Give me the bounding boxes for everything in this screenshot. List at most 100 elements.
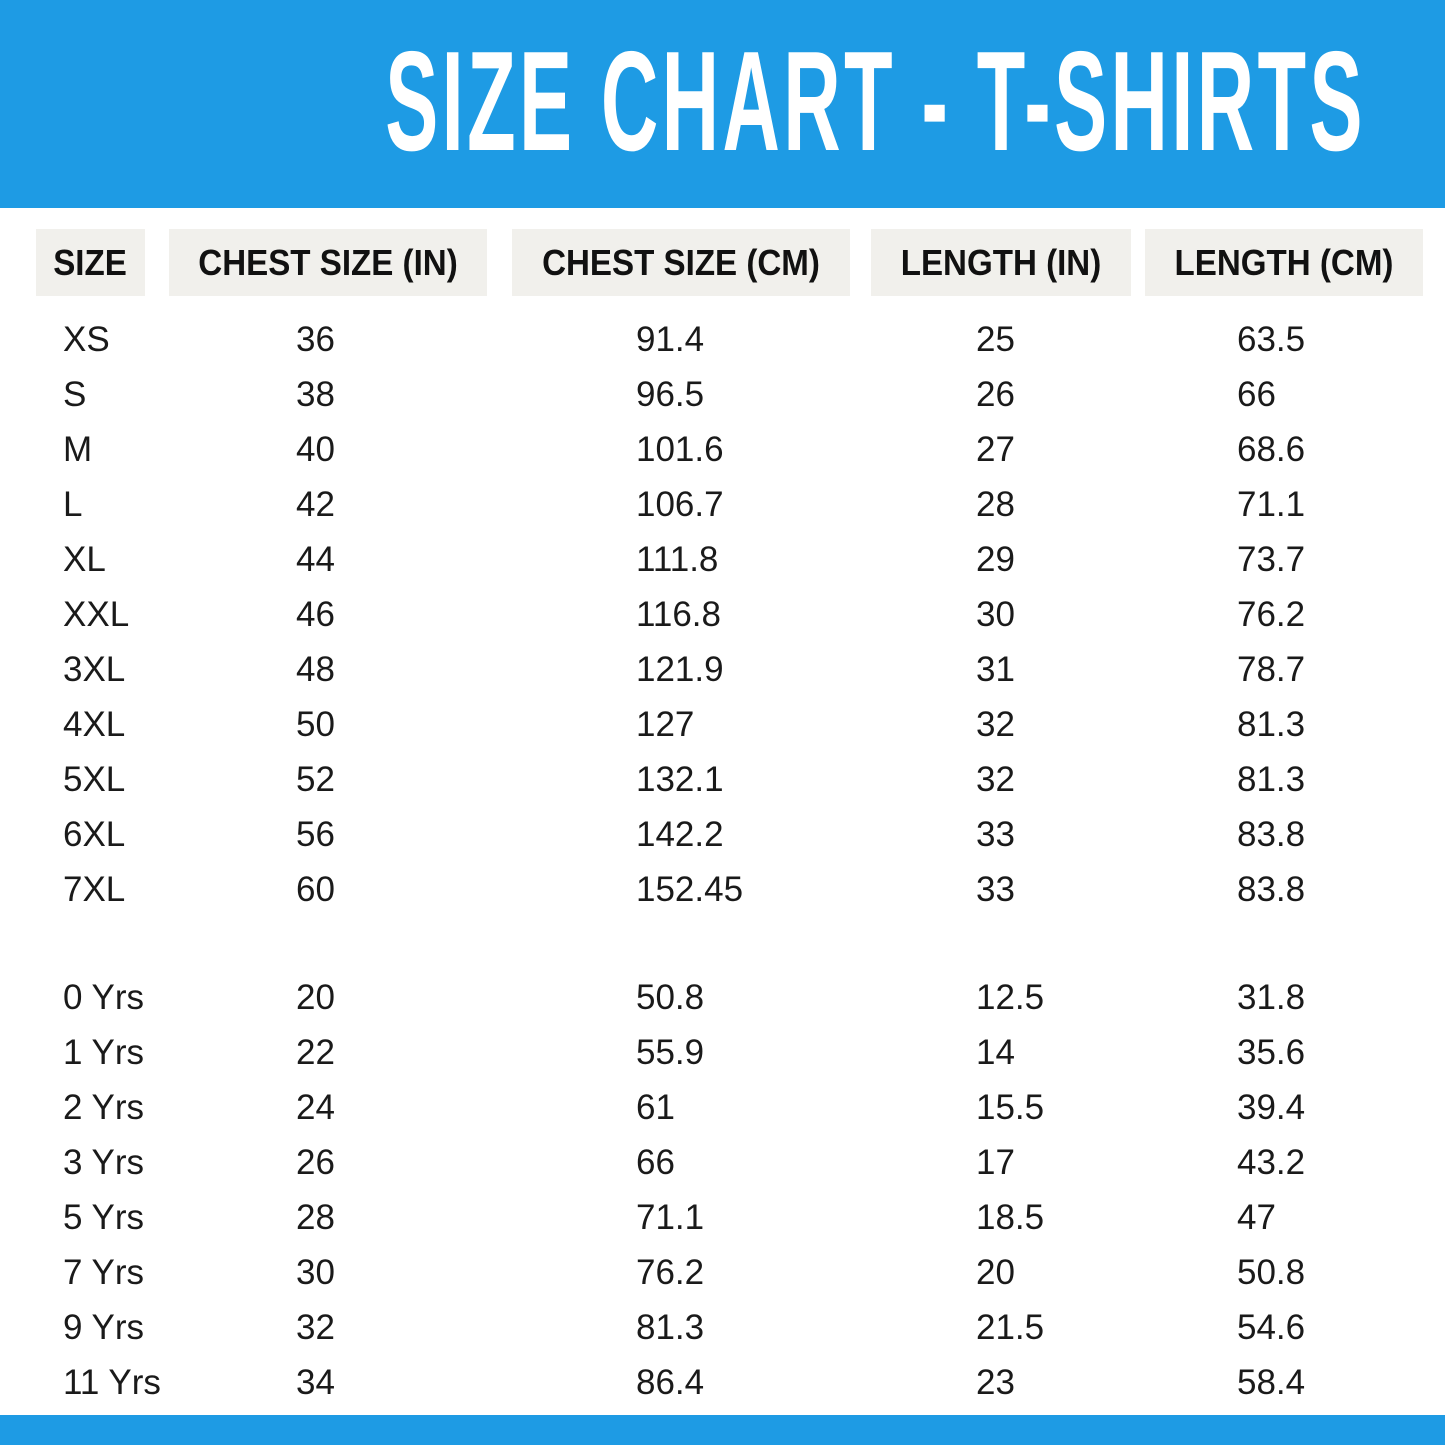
cell-length-in: 23 [976, 1363, 1015, 1402]
cell-size: 7XL [63, 870, 126, 909]
header-length-in: LENGTH (IN) [871, 229, 1131, 296]
cell-chest-in: 46 [296, 595, 335, 634]
cell-length-in: 28 [976, 485, 1015, 524]
cell-length-in: 29 [976, 540, 1015, 579]
cell-size: XS [63, 320, 110, 359]
cell-size: 4XL [63, 705, 126, 744]
cell-length-cm: 83.8 [1237, 870, 1306, 909]
cell-length-in: 33 [976, 870, 1015, 909]
cell-size: 2 Yrs [63, 1088, 145, 1127]
cell-chest-cm: 132.1 [636, 760, 724, 799]
cell-size: S [63, 375, 87, 414]
cell-length-in: 15.5 [976, 1088, 1045, 1127]
cell-chest-cm: 142.2 [636, 815, 724, 854]
page-title: SIZE CHART - T-SHIRTS [0, 22, 1445, 182]
cell-chest-in: 60 [296, 870, 335, 909]
cell-length-cm: 47 [1237, 1198, 1276, 1237]
cell-chest-cm: 86.4 [636, 1363, 705, 1402]
cell-size: 3XL [63, 650, 126, 689]
cell-chest-cm: 61 [636, 1088, 675, 1127]
cell-chest-cm: 55.9 [636, 1033, 705, 1072]
cell-length-in: 14 [976, 1033, 1015, 1072]
cell-length-cm: 66 [1237, 375, 1276, 414]
cell-chest-cm: 106.7 [636, 485, 724, 524]
cell-length-cm: 43.2 [1237, 1143, 1306, 1182]
cell-chest-in: 32 [296, 1308, 335, 1347]
cell-length-cm: 73.7 [1237, 540, 1306, 579]
cell-size: 5XL [63, 760, 126, 799]
cell-length-in: 33 [976, 815, 1015, 854]
cell-chest-in: 38 [296, 375, 335, 414]
cell-chest-cm: 50.8 [636, 978, 705, 1017]
cell-chest-in: 28 [296, 1198, 335, 1237]
cell-size: 9 Yrs [63, 1308, 145, 1347]
cell-length-cm: 78.7 [1237, 650, 1306, 689]
header-label: LENGTH (CM) [1174, 242, 1394, 283]
cell-chest-in: 26 [296, 1143, 335, 1182]
cell-size: XXL [63, 595, 130, 634]
cell-chest-in: 52 [296, 760, 335, 799]
cell-length-in: 12.5 [976, 978, 1045, 1017]
cell-chest-in: 42 [296, 485, 335, 524]
cell-chest-cm: 81.3 [636, 1308, 705, 1347]
cell-length-cm: 31.8 [1237, 978, 1306, 1017]
cell-length-cm: 63.5 [1237, 320, 1306, 359]
cell-chest-in: 20 [296, 978, 335, 1017]
cell-size: 7 Yrs [63, 1253, 145, 1292]
cell-chest-cm: 116.8 [636, 595, 721, 634]
cell-length-in: 25 [976, 320, 1015, 359]
cell-length-in: 27 [976, 430, 1015, 469]
cell-chest-cm: 66 [636, 1143, 675, 1182]
cell-length-cm: 58.4 [1237, 1363, 1306, 1402]
cell-chest-cm: 76.2 [636, 1253, 705, 1292]
cell-length-cm: 54.6 [1237, 1308, 1306, 1347]
footer-band [0, 1415, 1445, 1445]
header-chest-cm: CHEST SIZE (CM) [512, 229, 850, 296]
cell-chest-cm: 91.4 [636, 320, 705, 359]
cell-chest-in: 50 [296, 705, 335, 744]
cell-length-cm: 68.6 [1237, 430, 1306, 469]
cell-length-in: 26 [976, 375, 1015, 414]
cell-length-cm: 39.4 [1237, 1088, 1306, 1127]
cell-chest-cm: 127 [636, 705, 695, 744]
header-label: LENGTH (IN) [900, 242, 1102, 283]
cell-size: L [63, 485, 83, 524]
cell-size: 1 Yrs [63, 1033, 145, 1072]
cell-chest-cm: 121.9 [636, 650, 724, 689]
cell-length-in: 20 [976, 1253, 1015, 1292]
cell-length-cm: 83.8 [1237, 815, 1306, 854]
cell-length-cm: 35.6 [1237, 1033, 1306, 1072]
cell-chest-in: 24 [296, 1088, 335, 1127]
title-banner [0, 0, 1445, 208]
cell-chest-in: 40 [296, 430, 335, 469]
cell-length-in: 17 [976, 1143, 1015, 1182]
cell-chest-in: 22 [296, 1033, 335, 1072]
cell-chest-in: 56 [296, 815, 335, 854]
header-size: SIZE [36, 229, 145, 296]
cell-length-in: 32 [976, 760, 1015, 799]
header-label: CHEST SIZE (CM) [542, 242, 820, 283]
cell-size: 3 Yrs [63, 1143, 145, 1182]
cell-chest-in: 36 [296, 320, 335, 359]
cell-chest-in: 44 [296, 540, 335, 579]
cell-chest-cm: 101.6 [636, 430, 724, 469]
header-length-cm: LENGTH (CM) [1145, 229, 1423, 296]
cell-length-cm: 50.8 [1237, 1253, 1306, 1292]
cell-length-in: 21.5 [976, 1308, 1045, 1347]
cell-length-in: 30 [976, 595, 1015, 634]
cell-length-cm: 81.3 [1237, 760, 1306, 799]
cell-size: XL [63, 540, 106, 579]
cell-chest-in: 34 [296, 1363, 335, 1402]
cell-length-cm: 81.3 [1237, 705, 1306, 744]
cell-length-cm: 76.2 [1237, 595, 1306, 634]
cell-size: 0 Yrs [63, 978, 145, 1017]
page-title-text: SIZE CHART - T-SHIRTS [385, 22, 1366, 181]
cell-chest-cm: 96.5 [636, 375, 705, 414]
header-chest-in: CHEST SIZE (IN) [169, 229, 487, 296]
cell-chest-cm: 111.8 [636, 540, 719, 579]
header-label: CHEST SIZE (IN) [198, 242, 458, 283]
cell-chest-in: 48 [296, 650, 335, 689]
cell-length-in: 32 [976, 705, 1015, 744]
cell-size: 5 Yrs [63, 1198, 145, 1237]
cell-chest-cm: 71.1 [636, 1198, 705, 1237]
